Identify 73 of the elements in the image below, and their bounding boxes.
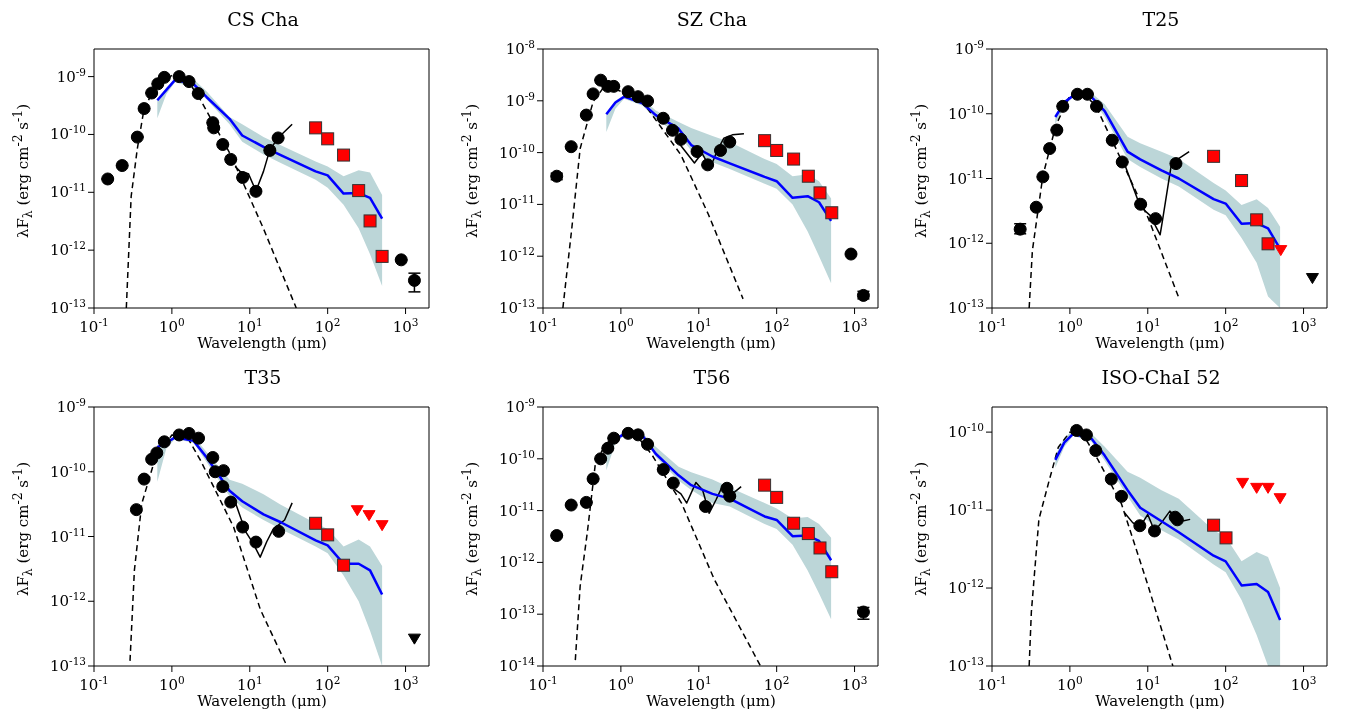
- y-tick-label: 10$^{-11}$: [49, 525, 86, 546]
- x-tick-label: 10$^{2}$: [314, 674, 341, 694]
- y-tick-label: 10$^{-13}$: [947, 297, 984, 317]
- y-tick-label: 10$^{-10}$: [49, 460, 86, 481]
- x-tick-label: 10$^{2}$: [314, 316, 341, 336]
- y-tick-label: 10$^{-11}$: [947, 167, 984, 188]
- y-tick-label: 10$^{-13}$: [49, 655, 86, 675]
- y-tick-label: 10$^{-8}$: [505, 38, 535, 58]
- x-axis-title: Wavelength (μm): [646, 334, 776, 352]
- x-tick-label: 10$^{1}$: [685, 674, 712, 694]
- y-tick-label: 10$^{-9}$: [56, 65, 86, 86]
- x-tick-label: 10$^{1}$: [1134, 674, 1161, 694]
- x-tick-label: 10$^{3}$: [841, 674, 868, 694]
- y-tick-label: 10$^{-11}$: [498, 499, 535, 520]
- y-tick-label: 10$^{-12}$: [947, 577, 984, 598]
- y-tick-label: 10$^{-13}$: [498, 297, 535, 317]
- x-tick-label: 10$^{1}$: [236, 674, 263, 694]
- x-tick-label: 10$^{1}$: [1134, 316, 1161, 336]
- y-tick-label: 10$^{-13}$: [947, 655, 984, 675]
- y-tick-label: 10$^{-11}$: [947, 499, 984, 520]
- x-tick-label: 10$^{2}$: [763, 674, 790, 694]
- x-axis-title: Wavelength (μm): [1095, 692, 1225, 710]
- x-axis-title: Wavelength (μm): [197, 692, 327, 710]
- y-tick-label: 10$^{-12}$: [498, 245, 535, 266]
- x-axis-title: Wavelength (μm): [1095, 334, 1225, 352]
- x-tick-label: 10$^{-1}$: [977, 674, 1007, 694]
- y-tick-label: 10$^{-10}$: [498, 141, 535, 162]
- x-tick-label: 10$^{2}$: [1212, 316, 1239, 336]
- x-tick-label: 10$^{-1}$: [79, 674, 109, 694]
- y-tick-label: 10$^{-12}$: [498, 551, 535, 572]
- chart-title: T25: [1141, 8, 1181, 30]
- x-axis-title: Wavelength (μm): [646, 692, 776, 710]
- x-tick-label: 10$^{2}$: [1212, 674, 1239, 694]
- y-tick-label: 10$^{-10}$: [49, 123, 86, 144]
- x-tick-label: 10$^{-1}$: [528, 674, 558, 694]
- chart-title: CS Cha: [226, 8, 300, 30]
- x-tick-label: 10$^{0}$: [1057, 674, 1083, 694]
- x-tick-label: 10$^{0}$: [159, 674, 185, 694]
- x-tick-label: 10$^{0}$: [608, 674, 634, 694]
- x-tick-label: 10$^{0}$: [159, 316, 185, 336]
- y-tick-label: 10$^{-10}$: [498, 447, 535, 468]
- y-tick-label: 10$^{-13}$: [498, 603, 535, 624]
- x-tick-label: 10$^{-1}$: [79, 316, 109, 336]
- y-tick-label: 10$^{-11}$: [49, 181, 86, 202]
- y-tick-label: 10$^{-9}$: [954, 38, 984, 58]
- chart-title: T56: [692, 366, 732, 388]
- chart-title: ISO-ChaI 52: [1100, 366, 1222, 388]
- x-tick-label: 10$^{3}$: [1290, 316, 1317, 336]
- x-tick-label: 10$^{0}$: [1057, 316, 1083, 336]
- y-tick-label: 10$^{-12}$: [947, 232, 984, 253]
- x-tick-label: 10$^{3}$: [392, 316, 419, 336]
- x-tick-label: 10$^{3}$: [1290, 674, 1317, 694]
- x-tick-label: 10$^{3}$: [392, 674, 419, 694]
- y-tick-label: 10$^{-13}$: [49, 297, 86, 317]
- y-tick-label: 10$^{-14}$: [498, 655, 536, 675]
- x-axis-title: Wavelength (μm): [197, 334, 327, 352]
- x-tick-label: 10$^{1}$: [236, 316, 263, 336]
- chart-title: SZ Cha: [675, 8, 749, 30]
- x-tick-label: 10$^{-1}$: [528, 316, 558, 336]
- chart-title: T35: [243, 366, 283, 388]
- x-tick-label: 10$^{2}$: [763, 316, 790, 336]
- x-tick-label: 10$^{3}$: [841, 316, 868, 336]
- y-tick-label: 10$^{-9}$: [505, 396, 535, 416]
- y-tick-label: 10$^{-12}$: [49, 239, 86, 260]
- x-tick-label: 10$^{0}$: [608, 316, 634, 336]
- y-tick-label: 10$^{-9}$: [56, 396, 86, 416]
- y-tick-label: 10$^{-10}$: [947, 421, 984, 442]
- x-tick-label: 10$^{1}$: [685, 316, 712, 336]
- x-tick-label: 10$^{-1}$: [977, 316, 1007, 336]
- y-tick-label: 10$^{-9}$: [505, 89, 535, 110]
- y-tick-label: 10$^{-10}$: [947, 102, 984, 123]
- y-tick-label: 10$^{-12}$: [49, 590, 86, 611]
- y-tick-label: 10$^{-11}$: [498, 193, 535, 214]
